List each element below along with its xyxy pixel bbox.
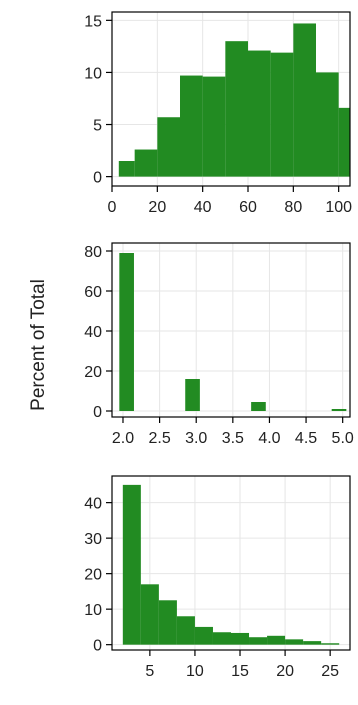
bars xyxy=(122,484,340,645)
x-tick-label: 2.0 xyxy=(112,430,134,447)
histogram-panel-1: 0 5 10 15 0 20 40 60 80 100 xyxy=(84,11,352,216)
histogram-bar xyxy=(331,409,347,411)
histogram-bar xyxy=(270,52,294,177)
x-tick-label: 10 xyxy=(186,663,204,680)
histogram-panel-2: 0 20 40 60 80 2.0 2.5 3.0 3.5 4.0 4.5 5.0 xyxy=(84,242,354,447)
histogram-bar xyxy=(212,632,231,645)
x-tick-label: 5.0 xyxy=(332,430,354,447)
histogram-bar xyxy=(202,76,226,177)
histogram-bar xyxy=(225,41,248,177)
y-tick-label: 20 xyxy=(84,567,102,584)
x-tick-label: 80 xyxy=(284,199,302,216)
y-tick-label: 10 xyxy=(84,65,102,82)
histogram-bar xyxy=(180,75,203,177)
histogram-bar xyxy=(176,616,195,645)
histogram-bar xyxy=(249,637,268,645)
x-tick-label: 4.0 xyxy=(258,430,280,447)
histogram-bar xyxy=(248,50,271,177)
histogram-bar xyxy=(231,632,250,645)
y-tick-label: 40 xyxy=(84,324,102,341)
histogram-bar xyxy=(194,626,213,645)
y-tick-label: 5 xyxy=(93,118,102,135)
x-tick-label: 100 xyxy=(325,199,352,216)
shared-y-axis-label: Percent of Total xyxy=(28,279,49,411)
x-tick-label: 60 xyxy=(239,199,257,216)
histogram-panel-3: 0 10 20 30 40 5 10 15 20 25 xyxy=(84,475,351,680)
x-tick-label: 4.5 xyxy=(295,430,317,447)
histogram-bar xyxy=(119,253,134,411)
bars xyxy=(119,253,347,411)
y-tick-label: 0 xyxy=(93,638,102,655)
y-tick-label: 30 xyxy=(84,531,102,548)
y-tick-label: 0 xyxy=(93,404,102,421)
x-tick-label: 20 xyxy=(148,199,166,216)
y-tick-label: 0 xyxy=(93,170,102,187)
x-tick-label: 2.5 xyxy=(148,430,170,447)
histogram-bar xyxy=(140,584,159,645)
panel-frame xyxy=(111,11,351,187)
histogram-bar xyxy=(158,600,177,645)
histogram-bar xyxy=(321,643,340,645)
x-tick-label: 15 xyxy=(231,663,249,680)
histogram-bar xyxy=(134,149,158,177)
x-tick-label: 40 xyxy=(194,199,212,216)
panel-frame xyxy=(111,242,351,418)
y-tick-label: 20 xyxy=(84,364,102,381)
x-tick-label: 5 xyxy=(145,663,154,680)
y-tick-label: 80 xyxy=(84,244,102,261)
histogram-bar xyxy=(338,107,350,177)
x-tick-label: 0 xyxy=(108,199,117,216)
histogram-bar xyxy=(122,484,141,645)
histogram-bar xyxy=(293,23,316,177)
histogram-bar xyxy=(303,641,322,645)
bars xyxy=(118,23,350,177)
x-tick-label: 20 xyxy=(276,663,294,680)
y-tick-label: 60 xyxy=(84,284,102,301)
histogram-bar xyxy=(185,379,200,411)
histogram-bar xyxy=(267,635,286,645)
x-tick-label: 3.0 xyxy=(185,430,207,447)
y-tick-label: 10 xyxy=(84,602,102,619)
histogram-bar xyxy=(118,160,135,177)
x-tick-label: 25 xyxy=(321,663,339,680)
y-tick-label: 15 xyxy=(84,13,102,30)
panel-frame xyxy=(111,475,351,651)
histogram-bar xyxy=(285,639,304,645)
y-tick-label: 40 xyxy=(84,496,102,513)
x-tick-label: 3.5 xyxy=(222,430,244,447)
histogram-bar xyxy=(316,72,339,177)
histogram-bar xyxy=(251,402,266,411)
histogram-bar xyxy=(157,117,180,177)
